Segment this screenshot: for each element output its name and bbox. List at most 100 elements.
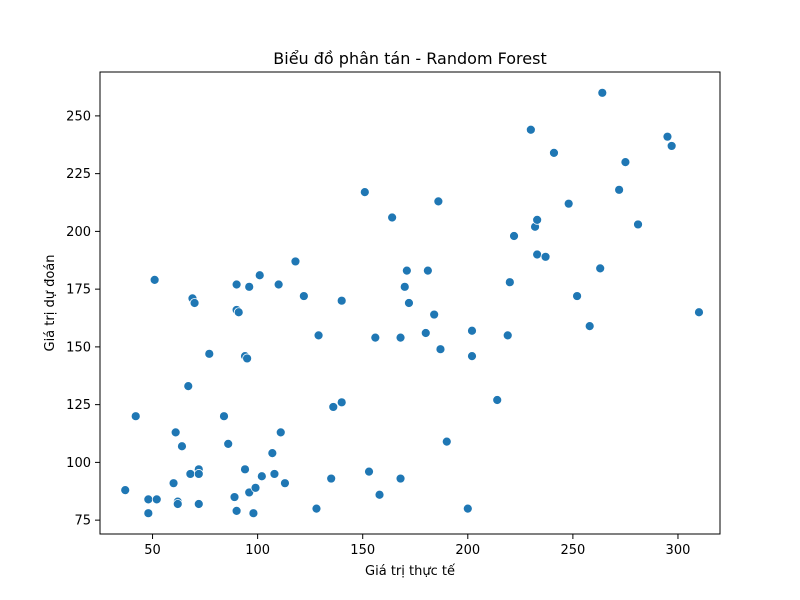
x-tick-label: 150 [350, 543, 375, 558]
data-point [170, 427, 181, 438]
data-point [143, 494, 154, 505]
data-point [231, 279, 242, 290]
x-tick-label: 250 [560, 543, 585, 558]
data-point [694, 307, 704, 318]
data-point [433, 196, 444, 207]
data-point [364, 466, 374, 477]
data-point [328, 402, 339, 412]
data-point [254, 270, 265, 281]
y-axis-label: Giá trị dự đoán [43, 254, 58, 351]
data-point [420, 328, 431, 338]
data-point [467, 325, 477, 336]
data-point [185, 469, 196, 479]
data-point [336, 295, 347, 306]
data-point [313, 330, 324, 341]
data-point [120, 485, 131, 496]
data-point [532, 214, 543, 225]
data-point [395, 473, 406, 484]
data-point [250, 482, 261, 493]
data-point [233, 307, 244, 318]
data-point [311, 503, 322, 514]
data-point [151, 494, 162, 505]
data-point [244, 281, 255, 292]
data-point [633, 219, 643, 230]
x-axis-label: Giá trị thực tế [365, 564, 455, 579]
data-point [549, 147, 559, 158]
data-point [532, 249, 543, 260]
data-point [614, 184, 625, 195]
x-tick-label: 50 [144, 543, 161, 558]
data-point [435, 344, 446, 355]
data-point [572, 291, 582, 301]
data-point [540, 251, 551, 262]
y-tick-label: 150 [66, 340, 91, 355]
plot-frame [99, 71, 721, 535]
data-point [193, 499, 204, 509]
data-point [666, 141, 677, 151]
data-point [189, 298, 200, 308]
data-point [399, 281, 410, 292]
data-point [370, 332, 381, 343]
data-point [584, 321, 595, 332]
data-point [404, 298, 414, 308]
data-point [336, 397, 347, 408]
data-point [172, 499, 183, 509]
data-point [290, 256, 301, 267]
data-point [256, 471, 267, 482]
data-point [275, 427, 286, 438]
data-point [374, 489, 385, 500]
data-point [662, 131, 673, 142]
data-point [401, 265, 412, 276]
plot-area: 50 100 150 200 250 300 75 100 125 150 175 200 225 250 [66, 71, 721, 558]
data-point [441, 436, 452, 447]
data-point [595, 263, 606, 274]
data-point [504, 277, 515, 288]
data-point [563, 198, 574, 209]
data-point [183, 381, 194, 392]
y-tick-label: 250 [66, 109, 91, 124]
chart-title: Biểu đồ phân tán - Random Forest [273, 49, 546, 68]
data-point [525, 124, 536, 135]
data-point [280, 478, 290, 489]
data-point [395, 332, 406, 343]
data-point [223, 439, 234, 449]
y-tick-label: 225 [66, 167, 91, 182]
y-tick-label: 175 [66, 283, 91, 298]
data-point [422, 265, 433, 276]
x-tick-label: 200 [455, 543, 480, 558]
data-point [387, 212, 398, 223]
y-tick-label: 100 [66, 456, 91, 471]
data-point [242, 353, 253, 364]
data-point [204, 348, 215, 359]
data-point [143, 508, 154, 519]
data-point [130, 411, 141, 422]
y-tick-label: 75 [74, 514, 91, 529]
data-point [177, 441, 187, 452]
data-point [509, 231, 519, 241]
data-point [273, 279, 284, 290]
data-point [502, 330, 513, 341]
data-point [467, 351, 477, 362]
x-tick-label: 100 [245, 543, 270, 558]
data-point [462, 503, 473, 514]
data-point [269, 469, 280, 479]
x-tick-label: 300 [666, 543, 691, 558]
data-point [149, 274, 160, 285]
data-point [326, 473, 337, 484]
data-point [429, 309, 440, 320]
data-point [620, 157, 631, 167]
data-point [597, 87, 608, 98]
data-point [267, 448, 278, 459]
data-point [492, 395, 503, 405]
data-point [193, 469, 204, 479]
data-point [229, 492, 240, 502]
y-tick-label: 200 [66, 225, 91, 240]
data-point [168, 478, 179, 489]
data-point [359, 187, 370, 198]
data-point [298, 291, 309, 301]
y-tick-label: 125 [66, 398, 91, 413]
data-point [240, 464, 250, 475]
data-point [219, 411, 229, 422]
data-point [231, 505, 242, 516]
